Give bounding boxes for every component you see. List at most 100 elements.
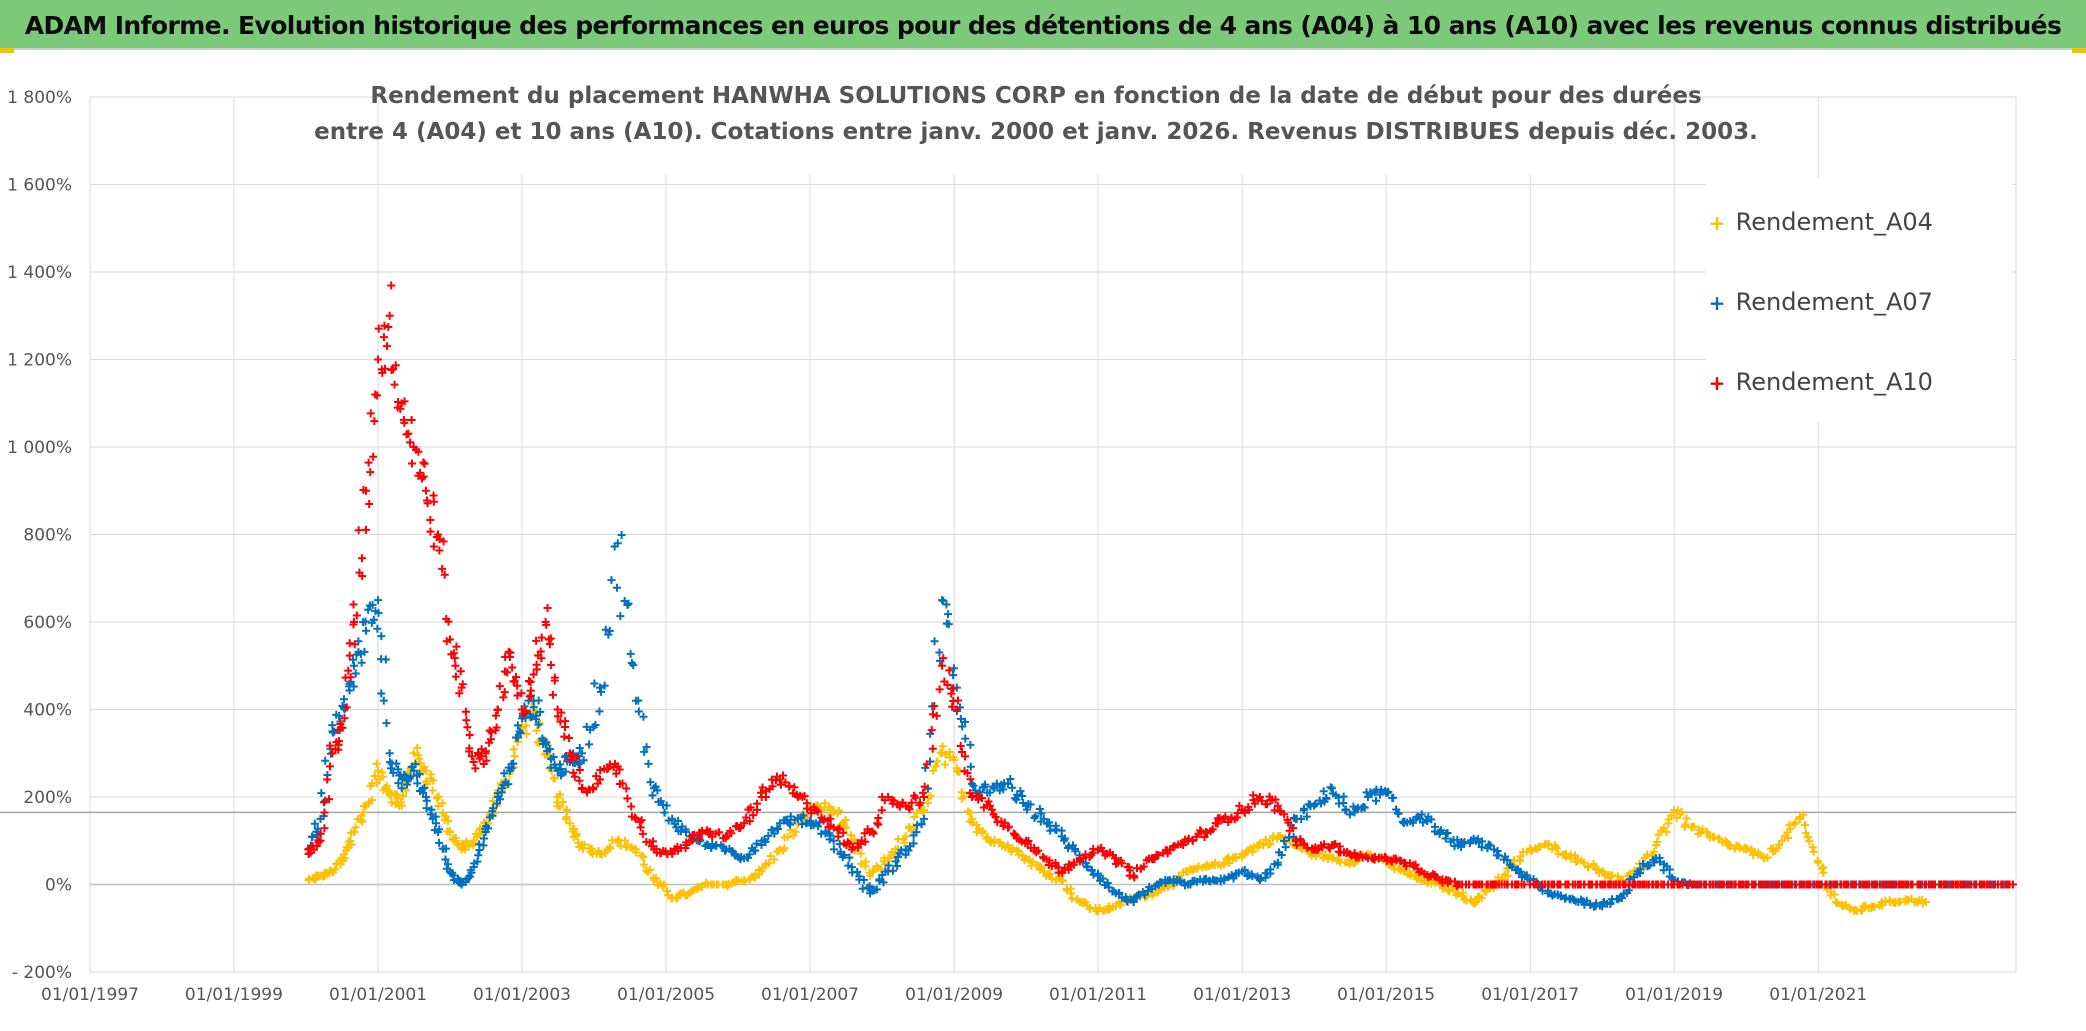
data-point-interp [509, 745, 518, 754]
data-point-interp [407, 459, 416, 468]
data-point-interp [681, 827, 690, 836]
data-point-interp [612, 769, 621, 778]
data-point-interp [834, 832, 843, 841]
data-point-interp [949, 684, 958, 693]
data-point-interp [877, 806, 886, 815]
data-point-interp [335, 711, 344, 720]
data-point-interp [610, 542, 619, 551]
data-point-interp [928, 710, 937, 719]
data-point-interp [561, 767, 570, 776]
data-point-interp [1372, 796, 1380, 805]
data-point-interp [1026, 800, 1035, 809]
data-point-interp [874, 813, 883, 822]
data-point-interp [1326, 783, 1335, 792]
data-point-interp [899, 835, 908, 844]
data-point-interp [776, 780, 785, 789]
data-point-interp [639, 860, 648, 869]
data-point-interp [1014, 847, 1023, 856]
data-point-interp [1058, 876, 1067, 885]
data-point-interp [361, 617, 370, 626]
x-tick-label: 01/01/2003 [473, 985, 571, 1005]
data-point-interp [423, 779, 432, 788]
data-point-interp [529, 703, 538, 712]
data-point-interp [1427, 815, 1436, 824]
data-point-interp [344, 666, 353, 675]
data-point-interp [420, 762, 429, 771]
data-point-interp [522, 729, 531, 738]
data-point-interp [1437, 826, 1446, 835]
data-point-interp [660, 808, 669, 817]
data-point-interp [575, 743, 584, 752]
data-point-interp [435, 546, 444, 555]
data-point-interp [978, 794, 987, 803]
data-point-interp [328, 728, 337, 737]
data-point-interp [879, 878, 888, 887]
data-point-interp [1072, 895, 1081, 904]
data-point-interp [865, 882, 874, 891]
data-point-interp [400, 397, 409, 406]
data-point-interp [1266, 865, 1275, 874]
data-point-interp [839, 828, 848, 837]
data-point-interp [391, 361, 400, 370]
data-point-interp [545, 640, 554, 649]
data-point-interp [815, 818, 824, 827]
x-tick-label: 01/01/2015 [1337, 985, 1435, 1005]
data-point-interp [1016, 787, 1025, 796]
data-point-interp [349, 620, 358, 629]
data-point-interp [761, 837, 770, 846]
data-point-interp [969, 781, 978, 790]
data-point-interp [321, 756, 330, 765]
data-point-interp [842, 823, 851, 832]
data-point-interp [1280, 810, 1289, 819]
data-point-interp [642, 743, 651, 752]
data-point-interp [1024, 855, 1033, 864]
data-point-interp [543, 604, 552, 613]
data-point-interp [1140, 890, 1149, 899]
data-point-interp [358, 572, 367, 581]
data-point-interp [974, 795, 983, 804]
data-point-interp [557, 708, 566, 717]
data-point-interp [488, 804, 497, 813]
legend-label-a07: Rendement_A07 [1735, 288, 1933, 316]
data-point-interp [435, 825, 444, 834]
legend-item-a10: + Rendement_A10 [1706, 362, 1933, 402]
data-point-interp [1232, 854, 1241, 863]
data-point-interp [1261, 835, 1270, 844]
data-point-interp [335, 737, 344, 746]
data-point-interp [396, 404, 405, 413]
data-point-interp [1805, 837, 1814, 846]
data-point-interp [639, 852, 648, 861]
data-point-interp [663, 887, 671, 896]
data-point-interp [957, 748, 966, 757]
data-point-interp [578, 784, 587, 793]
data-point-interp [584, 740, 593, 749]
data-point-interp [560, 732, 569, 741]
data-point-interp [575, 765, 584, 774]
data-point-interp [1918, 896, 1927, 905]
data-point-interp [492, 723, 501, 732]
data-point-interp [874, 820, 883, 829]
data-point-interp [1341, 805, 1350, 814]
data-point [385, 749, 394, 758]
data-point-interp [774, 825, 783, 834]
x-tick-label: 01/01/2009 [905, 985, 1003, 1005]
data-point [596, 683, 605, 692]
data-point-interp [342, 703, 351, 712]
data-point-interp [901, 850, 910, 859]
data-point-interp [317, 789, 326, 798]
data-point-interp [432, 794, 441, 803]
data-point-interp [933, 757, 942, 766]
data-point-interp [1035, 865, 1044, 874]
data-point-interp [419, 788, 428, 797]
data-point-interp [624, 599, 633, 608]
data-point-interp [1139, 862, 1148, 871]
data-point-interp [966, 775, 975, 784]
data-point-interp [826, 821, 835, 830]
data-point-interp [1004, 822, 1013, 831]
data-point-interp [1035, 805, 1044, 814]
data-point-interp [930, 637, 939, 646]
data-point-interp [521, 706, 530, 715]
data-point-interp [1250, 799, 1259, 808]
data-point-interp [949, 671, 958, 680]
data-point-interp [510, 752, 519, 761]
